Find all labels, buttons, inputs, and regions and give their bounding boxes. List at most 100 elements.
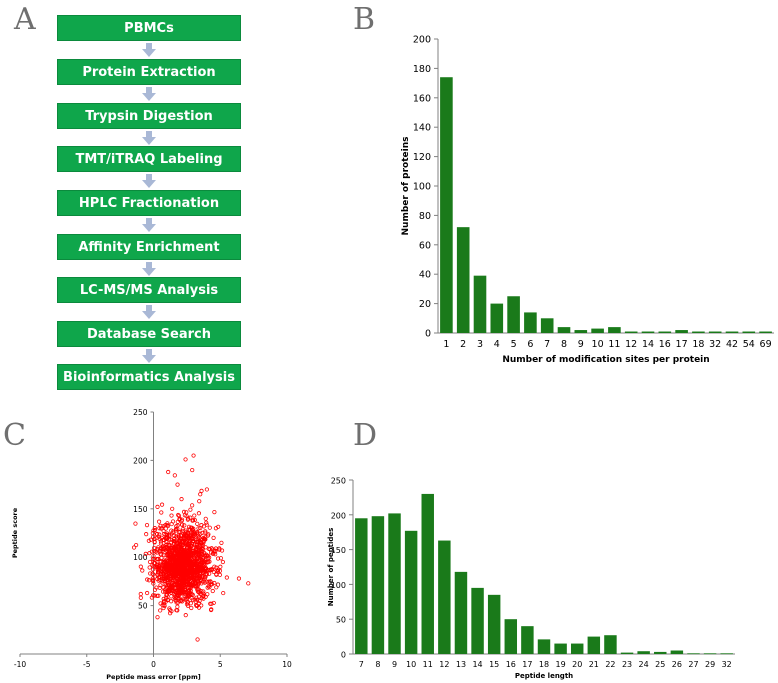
scatter-point: [169, 563, 174, 568]
scatter-point: [176, 595, 181, 600]
scatter-point: [161, 543, 166, 549]
bar: [604, 635, 617, 654]
scatter-point: [185, 581, 190, 586]
x-tick-label: 14: [642, 339, 654, 350]
scatter-point: [246, 581, 251, 586]
scatter-point: [186, 589, 191, 594]
scatter-point: [177, 538, 182, 543]
x-axis-label: Peptide mass error [ppm]: [106, 673, 200, 681]
x-tick-label: 6: [527, 339, 533, 350]
scatter-point: [148, 537, 153, 542]
x-tick-label: 14: [472, 660, 482, 669]
bar: [692, 331, 705, 333]
x-axis-label: Number of modification sites per protein: [502, 355, 709, 365]
scatter-point: [198, 525, 203, 531]
scatter-point: [162, 589, 168, 594]
scatter-point: [167, 547, 172, 552]
scatter-point: [176, 553, 181, 559]
scatter-point: [212, 510, 217, 515]
scatter-point: [190, 518, 195, 523]
scatter-point: [204, 568, 209, 573]
x-tick-label: 8: [375, 660, 380, 669]
scatter-point: [186, 527, 191, 532]
x-tick-label: 32: [709, 339, 721, 350]
scatter-point: [212, 580, 217, 586]
flow-step-trypsin-digestion: Trypsin Digestion: [57, 103, 241, 129]
scatter-point: [201, 593, 206, 598]
x-tick-label: 15: [489, 660, 499, 669]
scatter-point: [150, 557, 156, 562]
scatter-point: [214, 572, 219, 577]
scatter-point: [197, 548, 202, 553]
scatter-point: [185, 549, 191, 554]
x-tick-label: 17: [676, 339, 688, 350]
x-tick-label: 24: [639, 660, 649, 669]
scatter-point: [189, 605, 194, 611]
scatter-point: [183, 561, 188, 566]
bar: [355, 518, 368, 654]
x-tick-label: 12: [439, 660, 449, 669]
scatter-point: [188, 534, 194, 539]
scatter-point: [208, 567, 214, 572]
y-tick-label: 100: [331, 581, 346, 590]
bar: [670, 650, 684, 654]
scatter-point: [149, 595, 154, 600]
scatter-point: [166, 469, 171, 475]
x-axis-label: Peptide length: [515, 672, 573, 680]
scatter-point: [182, 531, 187, 536]
scatter-point: [201, 559, 207, 564]
scatter-point: [202, 576, 207, 582]
scatter-point: [198, 573, 203, 579]
scatter-point: [189, 541, 194, 546]
x-tick-label: 1: [443, 339, 449, 350]
flow-arrow-down-icon: [142, 262, 156, 276]
scatter-point: [151, 579, 156, 584]
scatter-point: [143, 551, 148, 556]
bar: [440, 77, 453, 333]
scatter-point: [175, 482, 180, 487]
scatter-point: [203, 566, 208, 571]
scatter-point: [159, 510, 164, 515]
y-axis-label: Peptide score: [11, 507, 19, 558]
x-tick-label: 3: [477, 339, 483, 350]
x-tick-label: 18: [692, 339, 704, 350]
y-axis-label: Number of peptides: [327, 528, 335, 607]
scatter-point: [219, 548, 225, 553]
scatter-point: [195, 521, 200, 526]
bar: [388, 513, 401, 654]
scatter-point: [131, 545, 137, 550]
bar: [521, 626, 534, 654]
scatter-point: [158, 548, 163, 554]
y-tick-label: 140: [413, 123, 431, 134]
bar: [742, 331, 756, 333]
scatter-point: [152, 526, 157, 531]
x-tick-label: 5: [218, 660, 223, 669]
scatter-point: [164, 569, 170, 574]
bar: [487, 594, 501, 654]
scatter-point: [169, 513, 174, 518]
scatter-point: [147, 565, 152, 570]
scatter-point: [170, 519, 176, 524]
x-tick-label: 16: [659, 339, 671, 350]
scatter-point: [207, 571, 212, 576]
y-tick-label: 160: [413, 93, 431, 104]
scatter-point: [192, 513, 197, 518]
scatter-point: [170, 506, 175, 511]
scatter-point: [196, 590, 201, 595]
panel-label-b: B: [353, 2, 376, 37]
scatter-point: [179, 546, 184, 551]
scatter-point: [191, 453, 196, 458]
x-tick-label: 29: [705, 660, 715, 669]
scatter-point: [216, 524, 221, 529]
scatter-point: [212, 564, 217, 569]
scatter-point: [207, 559, 212, 564]
x-tick-label: 20: [572, 660, 582, 669]
scatter-point: [157, 536, 162, 542]
bar: [421, 493, 434, 654]
scatter-point: [172, 593, 177, 598]
scatter-point: [152, 593, 157, 598]
x-tick-label: 22: [605, 660, 615, 669]
scatter-point: [199, 603, 204, 608]
flow-step-lc-ms-analysis: LC-MS/MS Analysis: [57, 277, 241, 303]
